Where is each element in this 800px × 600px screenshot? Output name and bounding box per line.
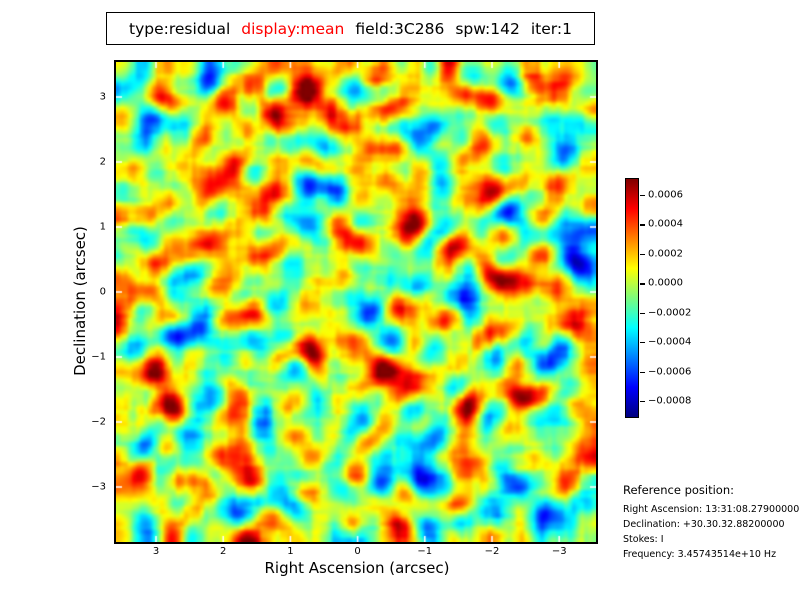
y-tick-label: 2: [99, 156, 106, 168]
colorbar-tick-label: 0.0004: [648, 218, 683, 230]
plot-frame: [114, 60, 598, 544]
x-tick-label: −2: [484, 546, 500, 557]
colorbar-tick-label: −0.0006: [648, 366, 692, 378]
y-tick-label: −2: [91, 416, 106, 428]
colorbar-tick-mark: [640, 195, 645, 197]
colorbar-tick-mark: [640, 283, 645, 285]
colorbar-tick-mark: [640, 342, 645, 344]
x-tick-label: −1: [417, 546, 433, 557]
reference-line: Declination: +30.30.32.88200000: [623, 519, 785, 530]
colorbar-tick-label: 0.0006: [648, 189, 683, 201]
residual-heatmap-canvas: [116, 62, 596, 542]
reference-position-block: Reference position: Right Ascension: 13:…: [623, 483, 800, 562]
colorbar-tick-label: −0.0008: [648, 395, 692, 407]
y-tick-label: 3: [99, 91, 106, 103]
reference-line: Right Ascension: 13:31:08.27900000: [623, 504, 800, 515]
reference-line: Stokes: I: [623, 534, 664, 545]
colorbar-tick-mark: [640, 371, 645, 373]
x-tick-label: 3: [152, 546, 160, 557]
colorbar-tick-mark: [640, 253, 645, 256]
colorbar-tick-label: 0.0000: [648, 277, 683, 289]
title-segment-2: field:3C286: [355, 19, 445, 38]
y-axis-label: Declination (arcsec): [71, 226, 89, 376]
colorbar-tick-mark: [640, 224, 645, 226]
x-tick-label: 0: [354, 546, 361, 557]
y-tick-label: −1: [91, 351, 106, 363]
reference-line: Frequency: 3.45743514e+10 Hz: [623, 549, 777, 560]
x-tick-label: 1: [287, 546, 294, 557]
y-tick-label: −3: [91, 481, 106, 493]
title-segment-3: spw:142: [455, 19, 520, 38]
y-tick-label: 0: [99, 286, 106, 298]
reference-heading: Reference position:: [623, 483, 734, 497]
x-tick-label: 2: [220, 546, 227, 557]
colorbar-tick-mark: [640, 312, 645, 315]
x-tick-label: −3: [551, 546, 567, 557]
title-segment-4: iter:1: [530, 19, 572, 38]
y-tick-label: 1: [99, 221, 106, 233]
colorbar-tick-label: 0.0002: [648, 248, 683, 260]
colorbar-tick-label: −0.0004: [648, 336, 692, 348]
colorbar: [625, 178, 639, 418]
reference-lines: Right Ascension: 13:31:08.27900000 Declin…: [623, 502, 800, 562]
colorbar-tick-mark: [640, 401, 645, 403]
plot-title-box: type:residual display:mean field:3C286 spw:…: [106, 12, 595, 45]
title-segment-0: type:residual: [129, 19, 231, 38]
colorbar-tick-label: −0.0002: [648, 307, 692, 319]
title-segment-1: display:mean: [241, 19, 345, 38]
x-axis-label: Right Ascension (arcsec): [264, 559, 450, 577]
